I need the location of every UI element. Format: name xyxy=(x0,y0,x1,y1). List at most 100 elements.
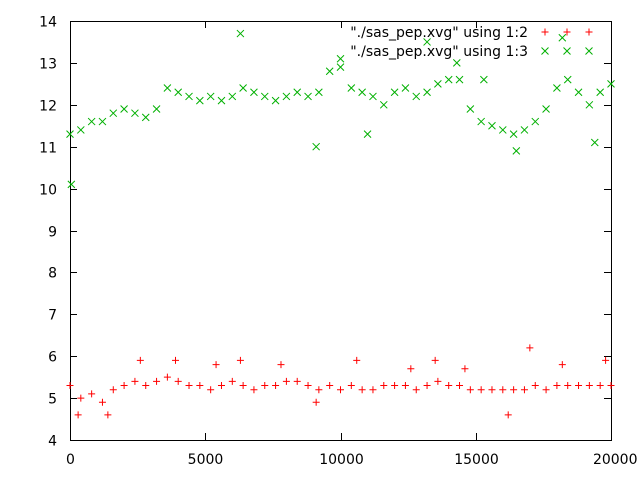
data-point xyxy=(607,382,615,390)
data-point xyxy=(407,365,415,373)
data-point xyxy=(596,382,604,390)
data-point xyxy=(602,356,610,364)
data-point xyxy=(67,180,76,189)
data-point xyxy=(461,365,469,373)
data-point xyxy=(520,386,528,394)
data-point xyxy=(120,105,128,113)
data-point xyxy=(512,147,521,155)
y-tick-label: 11 xyxy=(39,141,57,157)
data-point xyxy=(477,117,486,126)
data-point xyxy=(531,382,539,390)
data-point xyxy=(293,377,301,385)
data-point xyxy=(250,88,258,97)
data-point xyxy=(206,92,215,101)
y-tick-label: 8 xyxy=(48,266,57,282)
series-1 xyxy=(66,344,615,419)
data-point xyxy=(542,105,550,113)
axis-ticks: 4 5 6 7 8 9 10 11 12 13 14 0 5000 10000 15000 20000 xyxy=(39,15,637,469)
data-point xyxy=(466,386,474,394)
data-point xyxy=(347,382,355,390)
data-point xyxy=(488,121,496,130)
data-point xyxy=(423,38,431,46)
data-point xyxy=(153,377,161,385)
data-point xyxy=(312,142,321,151)
data-point xyxy=(87,117,96,126)
legend-marker-series-1 xyxy=(541,28,549,36)
data-point xyxy=(207,386,215,394)
data-point xyxy=(185,382,193,390)
data-point xyxy=(141,113,150,122)
data-point xyxy=(369,92,377,101)
data-point xyxy=(196,382,204,390)
data-point xyxy=(558,361,566,369)
data-point xyxy=(261,382,269,390)
data-point xyxy=(391,382,399,390)
data-point xyxy=(585,100,594,109)
data-point xyxy=(480,75,488,84)
data-point xyxy=(66,382,74,390)
data-point xyxy=(315,386,323,394)
series-layer xyxy=(66,29,615,419)
y-tick-label: 4 xyxy=(48,434,57,450)
data-point xyxy=(236,29,245,38)
data-point xyxy=(445,382,453,390)
data-point xyxy=(488,386,496,394)
y-tick-label: 12 xyxy=(39,99,57,115)
data-point xyxy=(379,100,388,109)
data-point xyxy=(304,382,312,390)
data-point xyxy=(353,356,361,364)
data-point xyxy=(337,386,344,394)
x-tick-label: 10000 xyxy=(319,452,364,468)
data-point xyxy=(293,88,302,97)
data-point xyxy=(444,75,453,84)
data-point xyxy=(347,84,356,92)
series-2 xyxy=(66,29,615,189)
data-point xyxy=(325,67,334,76)
data-point xyxy=(526,344,534,352)
data-point xyxy=(277,361,285,369)
data-point xyxy=(564,382,572,390)
plot-frame xyxy=(70,21,612,441)
data-point xyxy=(104,411,112,419)
x-tick-label: 5000 xyxy=(188,452,224,468)
data-point xyxy=(239,84,247,92)
data-point xyxy=(380,382,388,390)
data-point xyxy=(326,382,334,390)
data-point xyxy=(412,92,421,101)
x-tick-label: 15000 xyxy=(454,452,499,468)
data-point xyxy=(504,411,512,419)
data-point xyxy=(109,386,117,394)
data-point xyxy=(163,84,172,92)
data-point xyxy=(336,54,345,63)
data-point xyxy=(195,96,204,105)
data-point xyxy=(434,79,442,88)
data-point xyxy=(163,373,171,381)
data-point xyxy=(596,88,605,97)
data-point xyxy=(369,386,377,394)
data-point xyxy=(76,126,85,134)
y-tick-label: 9 xyxy=(48,225,57,241)
data-point xyxy=(412,386,420,394)
data-point xyxy=(171,356,179,364)
data-point xyxy=(212,361,220,369)
data-point xyxy=(304,92,312,101)
data-point xyxy=(88,390,96,398)
data-point xyxy=(358,88,366,97)
data-point xyxy=(499,386,507,394)
legend-marker-series-2 xyxy=(541,47,549,55)
data-point xyxy=(558,33,567,42)
data-point xyxy=(452,59,461,67)
data-point xyxy=(260,92,269,101)
data-point xyxy=(423,88,431,97)
data-point xyxy=(131,377,139,385)
data-point xyxy=(401,382,409,390)
data-point xyxy=(466,105,475,113)
data-point xyxy=(498,126,507,134)
data-point xyxy=(312,398,320,406)
data-point xyxy=(315,88,323,97)
data-point xyxy=(77,394,85,402)
y-tick-label: 14 xyxy=(39,15,57,31)
data-point xyxy=(455,75,464,84)
data-point xyxy=(509,130,518,138)
data-point xyxy=(542,386,550,394)
